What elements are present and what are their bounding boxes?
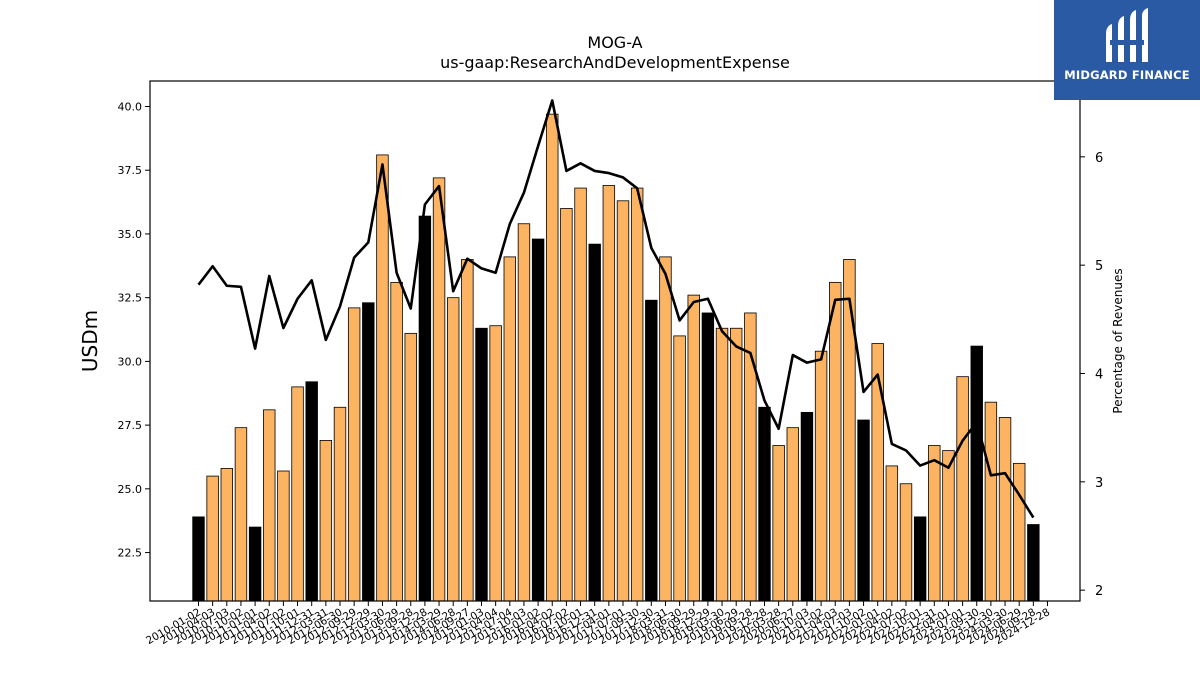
bar-quarterly <box>984 401 998 602</box>
bar-quarterly <box>489 325 502 602</box>
bar-quarterly <box>602 185 616 602</box>
bar-quarterly <box>730 327 743 602</box>
plot-frame <box>149 80 1081 602</box>
bar-quarterly <box>715 327 729 602</box>
y-tick-label: 37.5 <box>118 164 143 177</box>
bar-quarterly <box>546 113 559 602</box>
bar-annual <box>531 238 545 602</box>
bar-quarterly <box>234 427 248 602</box>
bar-annual <box>758 406 771 602</box>
bar-quarterly <box>390 281 403 602</box>
y2-tick-label: 2 <box>1095 584 1103 599</box>
bar-quarterly <box>659 256 672 602</box>
bar-annual <box>645 299 658 602</box>
bar-quarterly <box>843 259 856 602</box>
bar-annual <box>857 419 870 602</box>
bar-quarterly <box>786 427 800 602</box>
brand-logo: MIDGARD FINANCE <box>1054 0 1200 100</box>
bar-annual <box>701 312 715 602</box>
bar-quarterly <box>928 445 941 602</box>
bar-annual <box>970 345 983 602</box>
bar-quarterly <box>885 465 899 602</box>
y2-tick-label: 6 <box>1095 151 1103 166</box>
y2-axis-label: Percentage of Revenues <box>1111 268 1125 413</box>
bar-annual <box>800 411 814 602</box>
bar-annual <box>588 243 601 602</box>
bar-quarterly <box>899 483 913 602</box>
y-tick-label: 22.5 <box>118 547 143 560</box>
bar-quarterly <box>630 187 644 602</box>
y-tick-label: 32.5 <box>118 292 143 305</box>
bar-quarterly <box>517 223 531 602</box>
chart-subtitle: us-gaap:ResearchAndDevelopmentExpense <box>440 53 790 72</box>
bar-quarterly <box>206 475 219 602</box>
bar-annual <box>1027 524 1040 602</box>
bar-quarterly <box>574 187 587 602</box>
bar-annual <box>305 381 318 602</box>
bar-quarterly <box>404 332 417 602</box>
bar-quarterly <box>956 376 969 602</box>
bar-quarterly <box>616 200 630 602</box>
y-axis-label: USDm <box>78 310 102 372</box>
bar-series <box>192 113 1040 602</box>
bar-quarterly <box>942 450 955 602</box>
revenue-percentage-line <box>197 99 1035 519</box>
bar-quarterly <box>1013 462 1026 602</box>
bar-quarterly <box>333 406 347 602</box>
y2-tick-label: 4 <box>1095 368 1103 383</box>
chart-title: MOG-A <box>587 33 642 52</box>
bar-quarterly <box>772 445 785 602</box>
y-axis-right: 2 3 4 5 6 <box>1080 151 1103 599</box>
bar-annual <box>475 327 488 602</box>
line-series <box>197 99 1035 519</box>
bar-quarterly <box>277 470 290 602</box>
bar-quarterly <box>814 350 828 602</box>
y-axis-left: 22.5 25.0 27.5 30.0 32.5 35.0 37.5 40.0 <box>118 100 150 560</box>
bar-quarterly <box>673 335 686 602</box>
y-tick-label: 25.0 <box>118 483 143 496</box>
y-tick-label: 35.0 <box>118 228 143 241</box>
bar-quarterly <box>829 281 842 602</box>
bar-quarterly <box>446 297 460 602</box>
y2-tick-label: 3 <box>1095 476 1103 491</box>
y2-tick-label: 5 <box>1095 259 1103 274</box>
bar-quarterly <box>220 468 234 602</box>
y-tick-label: 40.0 <box>118 100 143 113</box>
bar-quarterly <box>503 256 517 602</box>
bar-quarterly <box>687 294 700 602</box>
bar-quarterly <box>347 307 361 602</box>
bar-quarterly <box>461 259 474 602</box>
bar-quarterly <box>376 154 389 602</box>
bar-annual <box>418 215 432 602</box>
x-axis: 2010-01-022010-04-032010-07-032010-10-02… <box>144 601 1052 647</box>
y-tick-label: 27.5 <box>118 419 143 432</box>
bar-quarterly <box>291 386 304 602</box>
bar-quarterly <box>998 417 1012 602</box>
bar-quarterly <box>432 177 446 602</box>
bar-annual <box>362 302 375 602</box>
brand-mark-icon <box>1106 8 1148 62</box>
bar-annual <box>913 516 927 602</box>
bar-quarterly <box>263 409 276 602</box>
bar-quarterly <box>871 343 884 602</box>
bar-annual <box>192 516 205 602</box>
bar-quarterly <box>560 208 573 602</box>
brand-name: MIDGARD FINANCE <box>1064 68 1190 82</box>
bar-quarterly <box>319 440 333 602</box>
y-tick-label: 30.0 <box>118 355 143 368</box>
bar-annual <box>248 526 262 602</box>
